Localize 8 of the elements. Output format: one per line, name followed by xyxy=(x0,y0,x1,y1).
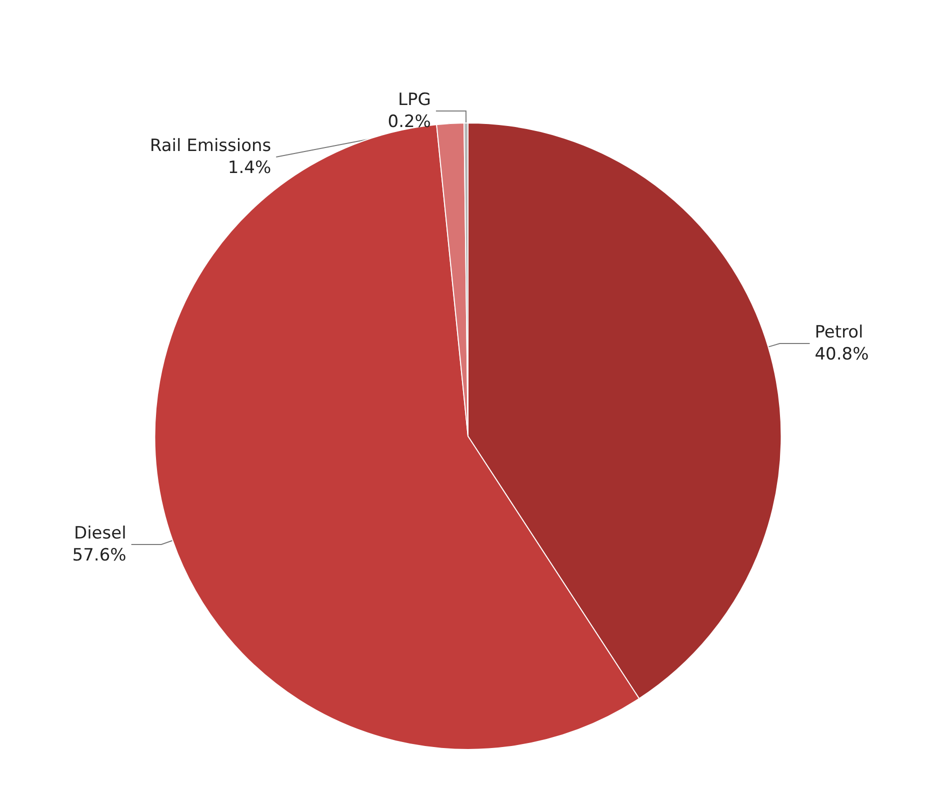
slice-label: LPG xyxy=(398,90,431,110)
data-label: 1.4% xyxy=(228,158,272,178)
data-label: 57.6% xyxy=(72,545,126,566)
data-label: 40.8% xyxy=(814,344,869,365)
slice-label: Petrol xyxy=(814,322,864,343)
data-label: 0.2% xyxy=(388,112,431,132)
slice-label: Rail Emissions xyxy=(150,136,272,156)
slice-label: Diesel xyxy=(74,523,126,544)
